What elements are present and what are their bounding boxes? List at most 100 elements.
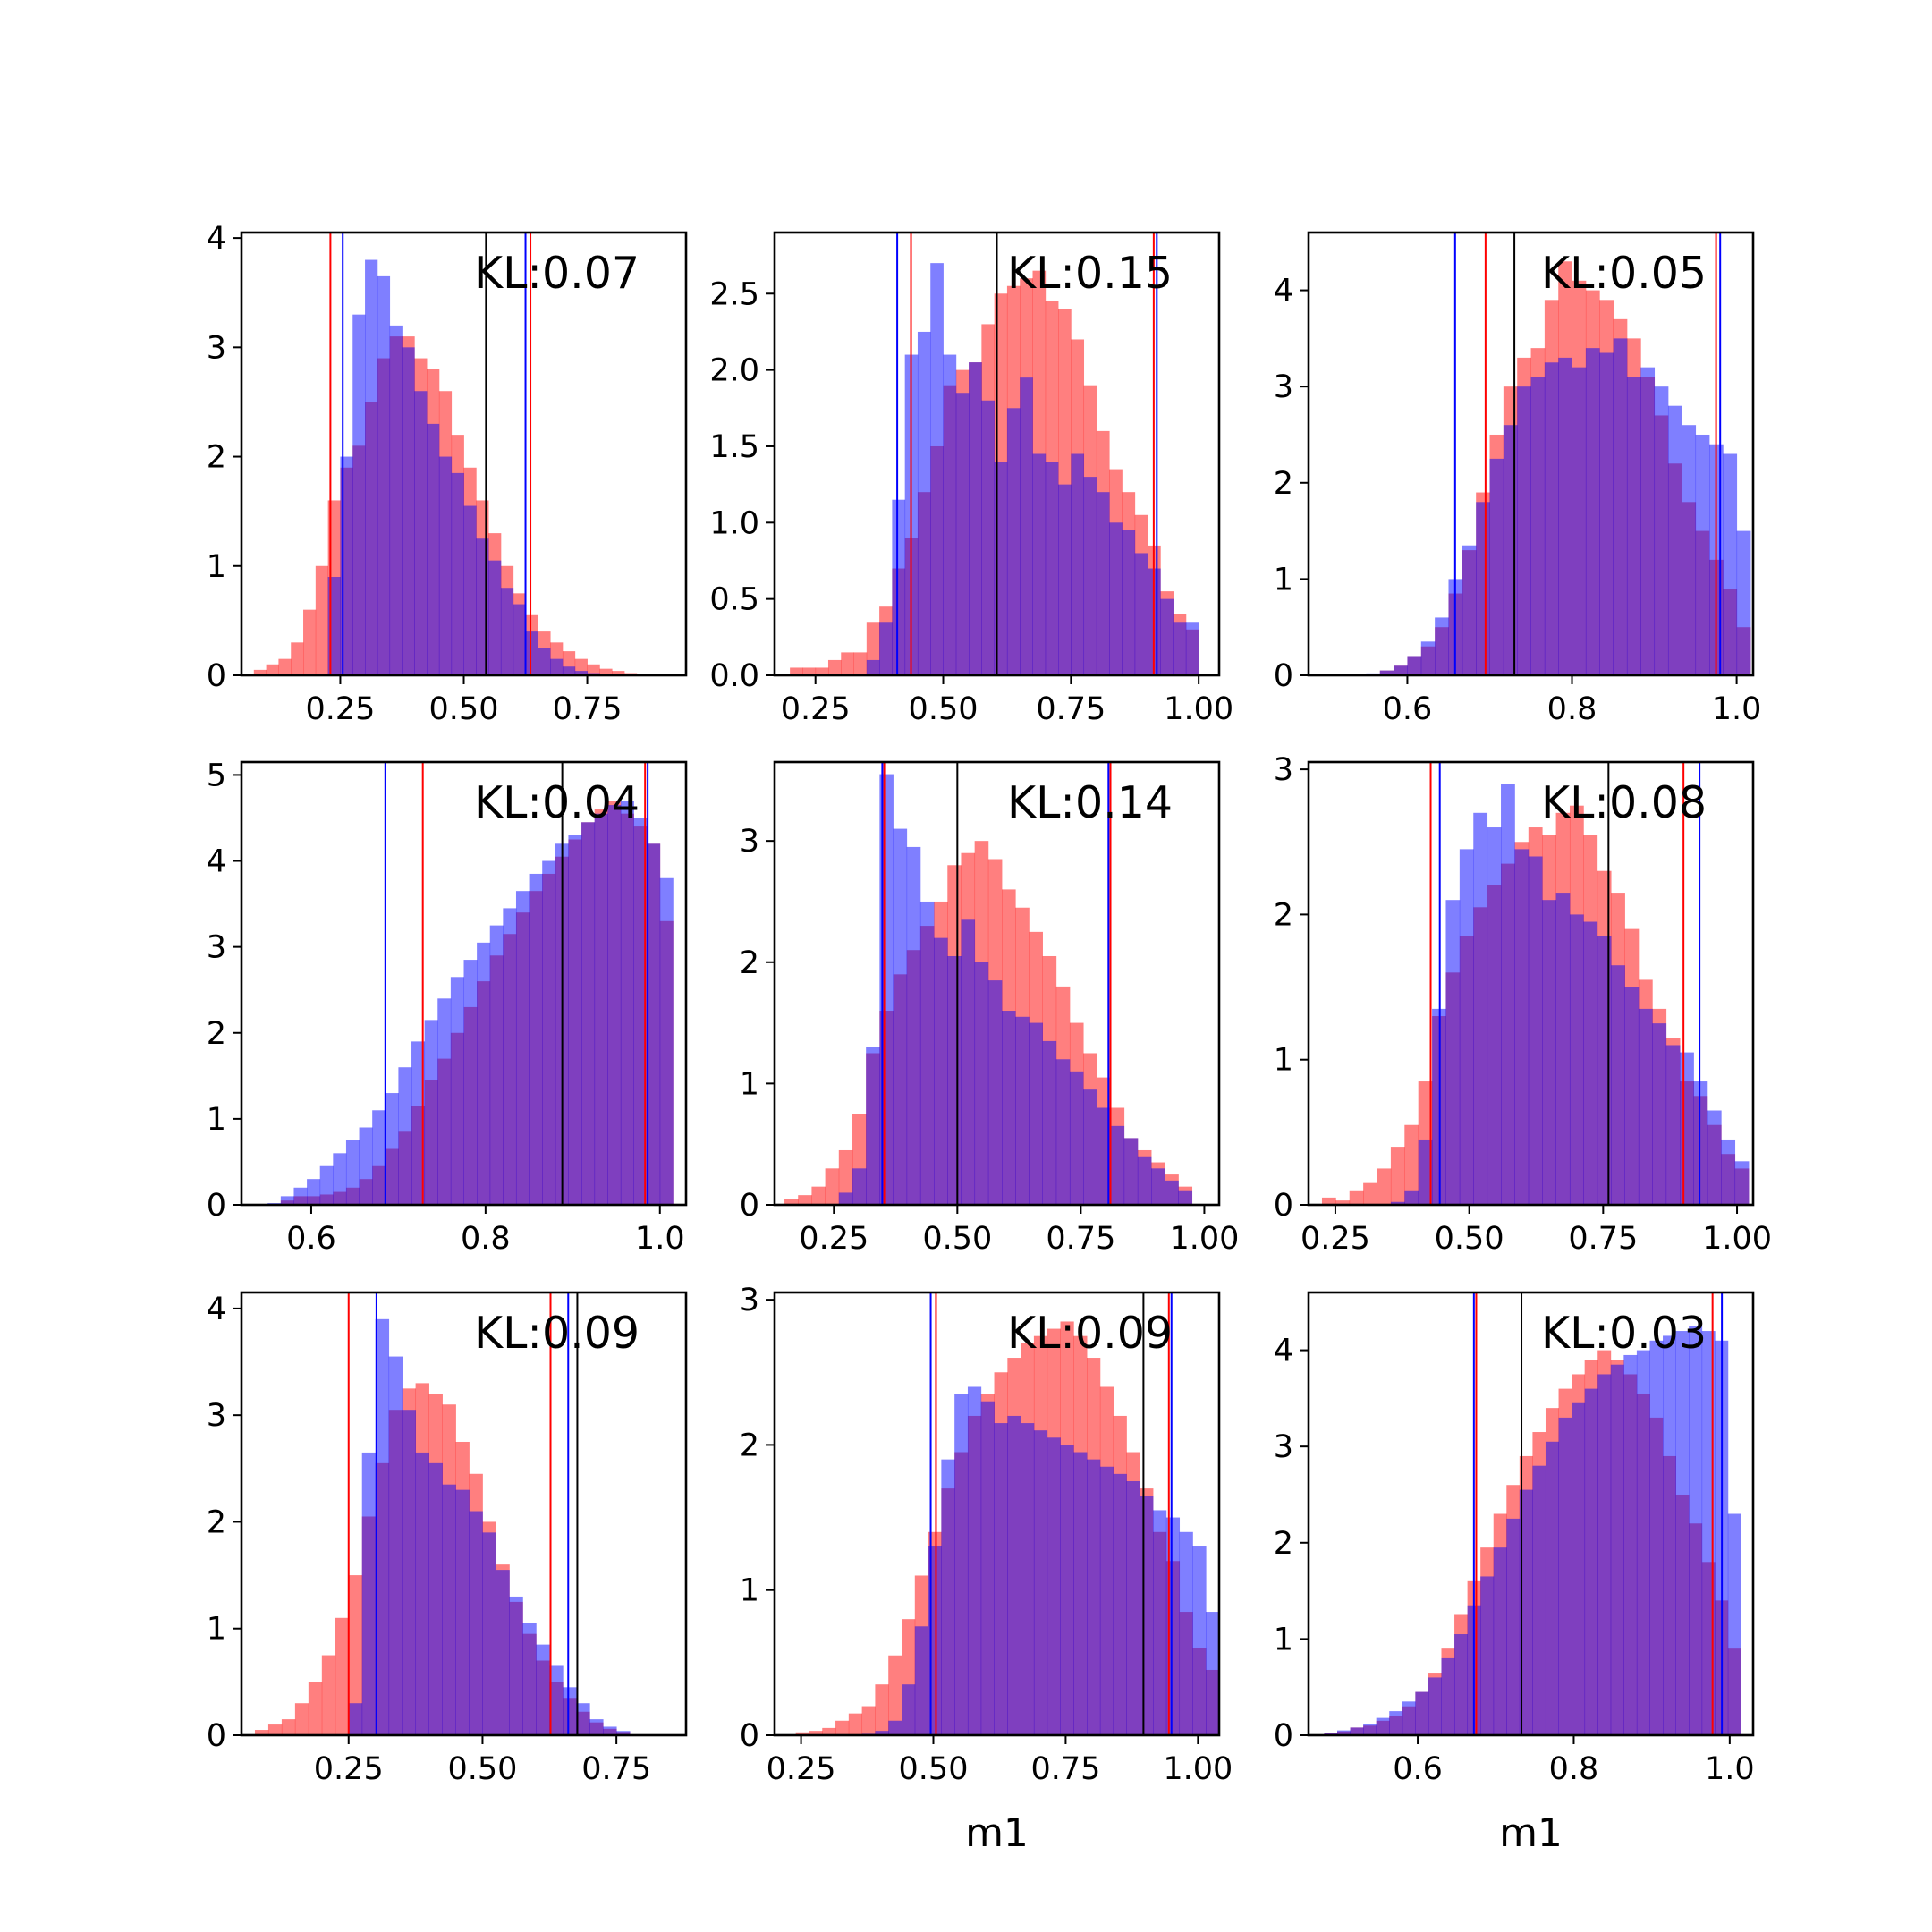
x-tick-label: 0.6 — [1383, 691, 1433, 727]
x-tick-label: 0.25 — [305, 691, 375, 727]
blue-hist-bar — [1572, 1402, 1586, 1735]
blue-hist-bar — [489, 925, 504, 1205]
red-hist-bar — [861, 1706, 876, 1735]
blue-hist-bar — [280, 1196, 294, 1205]
red-hist-bar — [612, 671, 625, 675]
blue-hist-bar — [348, 1703, 363, 1735]
red-hist-bar — [802, 667, 817, 675]
blue-hist-bar — [1640, 367, 1656, 675]
blue-hist-bar — [1584, 1388, 1598, 1735]
y-tick-label: 1 — [740, 1573, 759, 1609]
blue-hist-bar — [1517, 386, 1531, 675]
blue-hist-bar — [954, 1394, 969, 1735]
red-hist-bar — [321, 1655, 336, 1735]
y-tick-label: 0 — [1274, 1188, 1293, 1224]
blue-hist-bar — [1638, 1008, 1653, 1205]
y-tick-label: 2 — [740, 1428, 759, 1463]
x-tick-label: 0.75 — [553, 691, 623, 727]
y-tick-label: 2 — [207, 1016, 226, 1052]
panel-5: 0.25 0.50 0.75 1.00 0 1 2 3 KL:0.14 — [740, 760, 1239, 1257]
blue-hist-bar — [1097, 1107, 1111, 1205]
panel-6: 0.25 0.50 0.75 1.00 0 1 2 3 KL:0.08 — [1274, 752, 1772, 1257]
axes-frame — [773, 760, 1221, 1207]
blue-hist-bar — [1069, 1071, 1084, 1205]
red-hist-bar — [587, 664, 600, 675]
blue-hist-bar — [361, 1452, 377, 1735]
blue-hist-bar — [917, 331, 931, 675]
panel-3: 0.6 0.8 1.0 0 1 2 3 4 KL:0.05 — [1274, 231, 1761, 727]
blue-hist-bar — [852, 1168, 867, 1205]
blue-hist-bar — [388, 1356, 403, 1735]
y-tick-label: 1 — [1274, 1622, 1293, 1657]
red-hist-bar — [809, 1731, 823, 1735]
red-hist-bar — [1404, 1124, 1419, 1205]
blue-hist-bar — [1099, 1466, 1114, 1735]
blue-hist-bar — [542, 860, 556, 1205]
blue-hist-bar — [477, 942, 491, 1205]
blue-hist-bar — [1134, 553, 1148, 675]
x-tick-label: 1.0 — [1705, 1751, 1755, 1787]
x-tick-label: 0.25 — [1301, 1221, 1370, 1257]
y-tick-label: 3 — [740, 824, 759, 860]
y-tick-label: 3 — [207, 330, 226, 366]
blue-hist-bar — [1459, 849, 1474, 1205]
y-tick-label: 3 — [740, 1283, 759, 1318]
blue-hist-bar — [1558, 1417, 1572, 1735]
kl-annotation: KL:0.08 — [1541, 777, 1707, 828]
y-tick-label: 1 — [1274, 562, 1293, 597]
kl-annotation: KL:0.09 — [1007, 1308, 1173, 1359]
blue-hist-series — [861, 1386, 1219, 1735]
y-tick-label: 3 — [1274, 1429, 1293, 1465]
y-tick-label: 2.5 — [709, 276, 759, 312]
blue-hist-bar — [1558, 357, 1572, 675]
x-tick-label: 1.00 — [1702, 1221, 1772, 1257]
panel-8: 0.25 0.50 0.75 1.00 0 1 2 3 KL:0.09 m1 — [740, 1283, 1233, 1856]
blue-hist-bar — [1415, 1691, 1429, 1735]
blue-hist-bar — [1015, 1016, 1030, 1205]
y-tick-label: 1 — [207, 1612, 226, 1648]
blue-hist-bar — [549, 1665, 564, 1735]
axes-frame — [240, 760, 688, 1207]
blue-hist-bar — [1420, 641, 1436, 675]
y-tick-label: 1 — [740, 1066, 759, 1102]
x-tick-label: 0.6 — [286, 1221, 336, 1257]
blue-hist-bar — [385, 1093, 399, 1205]
blue-hist-bar — [411, 1041, 426, 1205]
blue-hist-bar — [500, 588, 514, 675]
blue-hist-bar — [1404, 1190, 1419, 1205]
blue-hist-bar — [442, 1484, 456, 1735]
blue-hist-bar — [1428, 1677, 1442, 1735]
x-tick-label: 0.50 — [909, 691, 979, 727]
red-hist-bar — [838, 1149, 853, 1205]
red-hist-bar — [278, 658, 292, 675]
blue-hist-bar — [550, 658, 564, 675]
blue-hist-bar — [1544, 362, 1559, 675]
blue-hist-bar — [1734, 1161, 1750, 1205]
blue-hist-bar — [1624, 987, 1640, 1205]
kl-annotation: KL:0.03 — [1541, 1308, 1707, 1359]
blue-hist-bar — [496, 1570, 510, 1735]
x-axis-label: m1 — [965, 1810, 1029, 1856]
blue-hist-bar — [1723, 453, 1738, 675]
blue-hist-bar — [1487, 827, 1502, 1205]
kl-annotation: KL:0.09 — [474, 1308, 640, 1359]
blue-hist-bar — [1695, 434, 1710, 675]
blue-hist-bar — [1109, 522, 1123, 675]
y-tick-label: 0 — [740, 1718, 759, 1754]
red-hist-bar — [348, 1575, 363, 1735]
blue-hist-bar — [1736, 530, 1751, 675]
blue-hist-bar — [1506, 1518, 1521, 1735]
y-tick-label: 4 — [1274, 274, 1293, 309]
kl-annotation: KL:0.14 — [1007, 777, 1173, 828]
blue-hist-bar — [969, 362, 982, 675]
red-hist-bar — [335, 1617, 350, 1735]
blue-hist-bar — [463, 960, 478, 1205]
blue-hist-bar — [866, 1046, 880, 1205]
blue-hist-bar — [333, 1153, 347, 1205]
y-tick-label: 2 — [740, 945, 759, 981]
axes-frame — [240, 1291, 688, 1737]
red-hist-bar — [790, 667, 803, 675]
blue-hist-bar — [607, 805, 622, 1205]
blue-hist-bar — [424, 1020, 438, 1205]
blue-hist-bar — [838, 1192, 853, 1205]
